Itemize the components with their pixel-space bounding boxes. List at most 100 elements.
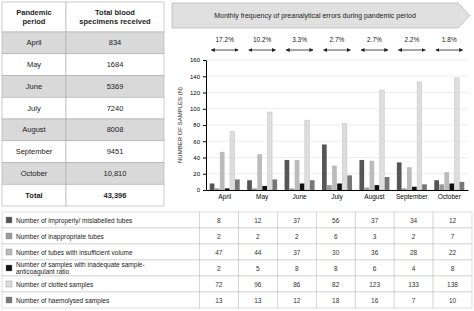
legend-cell xyxy=(433,244,472,260)
legend-cell xyxy=(2,228,199,244)
legend-cell xyxy=(433,276,472,292)
x-tick: May xyxy=(256,190,269,201)
bar xyxy=(385,177,390,190)
grid-line xyxy=(206,92,468,93)
legend-cell xyxy=(2,244,199,260)
legend-cell xyxy=(277,260,316,276)
legend-value: 47 xyxy=(215,249,223,256)
table-text: 834 xyxy=(109,38,122,47)
text-line: Number of haemolysed samples xyxy=(16,297,110,305)
y-tick: 20 xyxy=(193,171,206,177)
y-axis-line xyxy=(206,61,207,191)
bar xyxy=(235,179,240,190)
legend-cell xyxy=(199,228,238,244)
y-tick-label: 120 xyxy=(190,90,201,96)
legend-value: 12 xyxy=(254,217,262,224)
legend-label: Number of haemolysed samples xyxy=(16,297,110,305)
legend-cell xyxy=(355,244,394,260)
table-text: June xyxy=(26,82,42,91)
legend-value: 56 xyxy=(332,217,340,224)
bar xyxy=(359,160,364,190)
annotation-arrow xyxy=(436,50,463,51)
text-line: Number of tubes with insufficient volume xyxy=(16,249,133,256)
legend-cell xyxy=(2,276,199,292)
y-tick: 140 xyxy=(190,74,206,80)
bar xyxy=(397,162,402,190)
text-line: August xyxy=(22,125,46,134)
bar xyxy=(310,180,315,190)
legend-cell xyxy=(277,212,316,228)
text-line: June xyxy=(26,82,42,91)
annotation-label: 17.2% xyxy=(215,36,234,43)
table-cell xyxy=(2,163,66,185)
legend-value: 37 xyxy=(293,249,301,256)
text-line: April xyxy=(26,38,41,47)
x-tick-label: August xyxy=(364,193,384,201)
legend-cell xyxy=(394,276,433,292)
bar xyxy=(322,145,327,191)
legend-cell xyxy=(2,260,199,276)
y-tick-mark xyxy=(203,141,206,142)
bar xyxy=(347,175,352,190)
bar xyxy=(267,112,272,190)
bar xyxy=(332,166,337,190)
y-tick-mark xyxy=(203,93,206,94)
legend-value: 96 xyxy=(254,281,262,288)
legend-cell xyxy=(394,260,433,276)
legend-cell xyxy=(355,212,394,228)
legend-value: 34 xyxy=(410,217,418,224)
text-line: 8008 xyxy=(107,125,124,134)
chart-svg: PandemicperiodTotal bloodspecimens recei… xyxy=(0,0,474,311)
x-axis: AprilMayJuneJulyAugustSeptemberOctober xyxy=(207,190,469,201)
legend-value: 30 xyxy=(332,249,340,256)
chart-container: PandemicperiodTotal bloodspecimens recei… xyxy=(0,0,474,311)
annotation-label: 10.2% xyxy=(253,36,272,43)
grid-line xyxy=(206,141,468,142)
legend-value: 6 xyxy=(334,233,338,240)
y-axis-title: NUMBER OF SAMPLES (N) xyxy=(177,87,183,163)
legend-cell xyxy=(433,260,472,276)
legend-value: 138 xyxy=(447,281,458,288)
bar xyxy=(402,188,407,190)
table-cell xyxy=(66,76,164,98)
annotation-arrow xyxy=(211,50,238,51)
x-tick: July xyxy=(331,190,343,201)
table-cell xyxy=(66,2,164,32)
legend-cell xyxy=(277,276,316,292)
legend-cell xyxy=(238,260,277,276)
y-axis: 020406080100120140160 xyxy=(190,57,207,193)
y-tick-label: 60 xyxy=(193,139,200,145)
text-line: May xyxy=(27,60,41,69)
legend-cell xyxy=(238,292,277,308)
x-axis-line xyxy=(207,190,469,191)
legend-cell xyxy=(316,244,355,260)
table-text: 8008 xyxy=(107,125,124,134)
bar xyxy=(272,179,277,190)
text-line: 1684 xyxy=(107,60,124,69)
legend-cell xyxy=(433,228,472,244)
legend-value: 13 xyxy=(215,297,223,304)
grid-line xyxy=(206,190,468,191)
legend-cell xyxy=(277,292,316,308)
legend-label: Number of improperly/ mislabelled tubes xyxy=(16,217,133,225)
x-tick-label: May xyxy=(256,193,269,201)
bar xyxy=(230,132,235,191)
legend-cell xyxy=(238,212,277,228)
grid xyxy=(206,60,468,190)
bar xyxy=(434,180,439,190)
legend-value: 10 xyxy=(449,297,457,304)
bar xyxy=(225,188,230,190)
legend-value: 7 xyxy=(451,233,455,240)
legend-cell xyxy=(199,292,238,308)
text-line: Number of inappropriate tubes xyxy=(16,233,105,241)
bar xyxy=(215,188,220,190)
grid-line xyxy=(206,108,468,109)
legend-value: 2 xyxy=(217,265,221,272)
table-cell xyxy=(66,54,164,76)
table-cell xyxy=(66,97,164,119)
table-cell xyxy=(66,163,164,185)
text-line: Total blood xyxy=(95,8,135,17)
legend-value: 8 xyxy=(295,265,299,272)
legend-swatch xyxy=(6,265,12,271)
legend-value: 36 xyxy=(371,249,379,256)
